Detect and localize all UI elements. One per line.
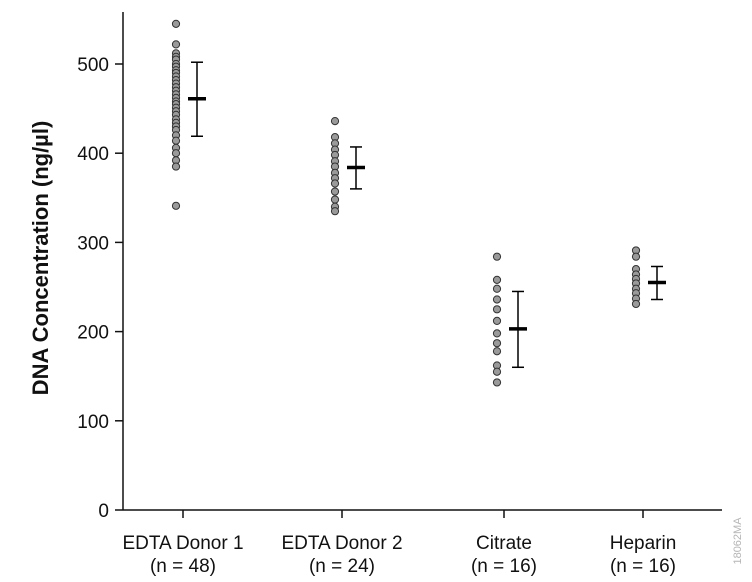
data-point	[492, 347, 502, 356]
data-point	[631, 252, 641, 261]
data-point	[330, 116, 340, 126]
y-tick-label: 0	[98, 501, 109, 522]
data-point	[492, 378, 502, 387]
data-point	[330, 179, 340, 188]
data-point	[171, 136, 181, 145]
data-point	[171, 201, 181, 210]
data-point	[330, 207, 340, 216]
y-tick-label: 300	[77, 233, 109, 254]
point-group	[492, 252, 502, 387]
data-point	[171, 149, 181, 158]
x-category-label: EDTA Donor 1	[122, 533, 243, 554]
point-group	[330, 116, 340, 216]
data-point	[492, 329, 502, 338]
x-category-label: EDTA Donor 2	[281, 533, 402, 554]
data-point	[492, 367, 502, 376]
data-point	[631, 299, 641, 309]
data-point	[492, 275, 502, 284]
data-point	[171, 162, 181, 171]
y-axis-label: DNA Concentration (ng/µl)	[28, 121, 53, 396]
data-point	[492, 316, 502, 325]
data-point	[492, 295, 502, 304]
figure-code: 18062MA	[732, 517, 744, 565]
data-point	[492, 305, 502, 314]
data-point	[171, 19, 181, 28]
data-point	[492, 252, 502, 261]
y-tick-label: 200	[77, 323, 109, 344]
x-category-n-label: (n = 16)	[471, 556, 537, 577]
data-point	[171, 40, 181, 49]
x-category-label: Heparin	[610, 533, 677, 554]
data-point	[492, 339, 502, 348]
x-category-label: Citrate	[476, 533, 532, 554]
axes: 0 100 200 300 400 500 EDTA Donor 1(n = 48) EDTA…	[77, 12, 722, 577]
x-category-n-label: (n = 48)	[150, 556, 216, 577]
data-point	[492, 284, 502, 293]
y-tick-label: 500	[77, 55, 109, 76]
point-group	[171, 19, 181, 210]
x-category-n-label: (n = 16)	[610, 556, 676, 577]
data-point	[330, 195, 340, 204]
y-tick-label: 400	[77, 144, 109, 165]
data-point	[330, 187, 340, 196]
point-group	[631, 246, 641, 309]
x-category-n-label: (n = 24)	[309, 556, 375, 577]
chart-marks	[171, 19, 666, 387]
y-tick-label: 100	[77, 412, 109, 433]
